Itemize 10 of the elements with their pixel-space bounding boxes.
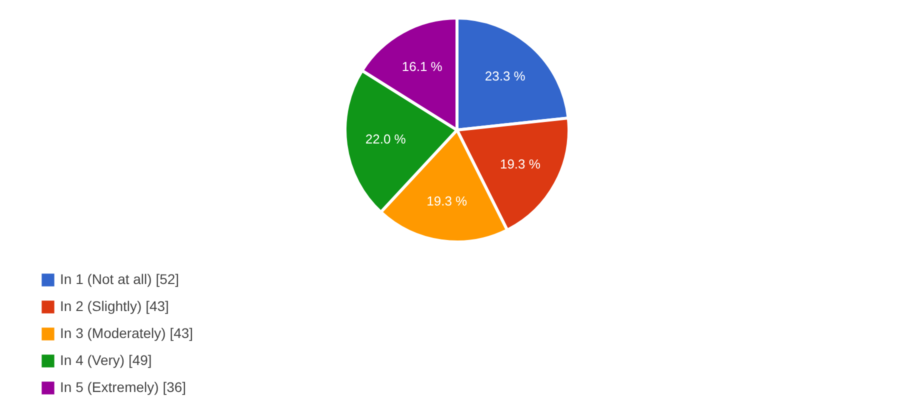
data-label: 16.1 %	[402, 59, 443, 74]
data-label: 19.3 %	[426, 193, 468, 208]
legend-label: In 5 (Extremely) [36]	[60, 379, 186, 395]
data-label: 23.3 %	[484, 68, 526, 84]
legend-label: In 4 (Very) [49]	[60, 352, 152, 368]
legend-label: In 1 (Not at all) [52]	[60, 271, 180, 287]
data-label: 22.0 %	[365, 131, 406, 146]
data-label: 19.3 %	[500, 156, 541, 172]
legend-label: In 3 (Moderately) [43]	[60, 325, 194, 341]
legend-label: In 2 (Slightly) [43]	[60, 298, 169, 314]
